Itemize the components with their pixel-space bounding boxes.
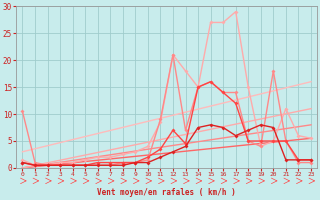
X-axis label: Vent moyen/en rafales ( km/h ): Vent moyen/en rafales ( km/h )	[97, 188, 236, 197]
